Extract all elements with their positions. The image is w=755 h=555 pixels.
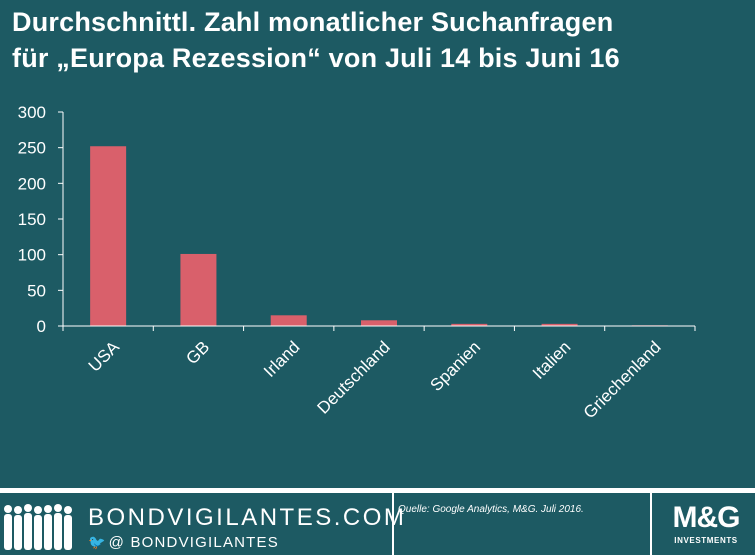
x-tick-label-gb: GB [182,337,213,368]
bar-chart: 0 50 100 150 200 250 300 USA GB Irland Deutschlan… [18,103,696,422]
x-tick-label-griechenland: Griechenland [580,337,665,422]
bar-gb [180,253,217,326]
mg-investments-logo: M&G INVESTMENTS [662,501,750,546]
y-tick-label: 150 [18,210,46,229]
source-note: Quelle: Google Analytics, M&G. Juli 2016… [398,504,584,515]
logo-wordmark: M&G [672,501,741,534]
bar-spanien [451,323,488,326]
bar-italien [541,323,578,326]
x-tick-label-usa: USA [85,337,124,376]
x-tick-label-deutschland: Deutschland [314,337,394,417]
footer-panel: BONDVIGILANTES.COM 🐦 @ BONDVIGILANTES Que… [0,493,755,555]
y-tick-label: 0 [37,317,46,336]
chart-title: Durchschnittl. Zahl monatlicher Suchanfr… [12,4,747,76]
y-tick-label: 50 [27,281,46,300]
bondvigilantes-brand: BONDVIGILANTES.COM [88,504,407,531]
social-handle-row: 🐦 @ BONDVIGILANTES [88,534,279,551]
footer-divider [650,493,652,555]
bar-deutschland [361,320,397,326]
chart-axes [58,111,696,331]
people-silhouette-icon [4,504,72,550]
chart-title-line-2: für „Europa Rezession“ von Juli 14 bis J… [12,43,620,73]
footer-bar: BONDVIGILANTES.COM 🐦 @ BONDVIGILANTES Que… [0,488,755,555]
x-tick-label-spanien: Spanien [427,337,485,395]
twitter-handle: BONDVIGILANTES [130,534,279,551]
y-tick-label: 100 [18,246,46,265]
bar-series [90,146,668,327]
x-axis-tick-labels: USA GB Irland Deutschland Spanien Italien Grie… [85,337,665,422]
x-tick-label-irland: Irland [260,337,304,381]
twitter-bird-icon: 🐦 [88,534,107,550]
y-axis-tick-labels: 0 50 100 150 200 250 300 [18,103,46,336]
y-tick-label: 200 [18,174,46,193]
bar-usa [90,146,127,326]
social-at-sign: @ [108,534,126,551]
x-tick-label-italien: Italien [529,337,575,383]
y-tick-label: 250 [18,139,46,158]
chart-title-line-1: Durchschnittl. Zahl monatlicher Suchanfr… [12,7,614,37]
footer-divider [392,493,394,555]
bar-irland [270,315,307,326]
y-tick-label: 300 [18,103,46,122]
logo-subtitle: INVESTMENTS [674,536,738,545]
